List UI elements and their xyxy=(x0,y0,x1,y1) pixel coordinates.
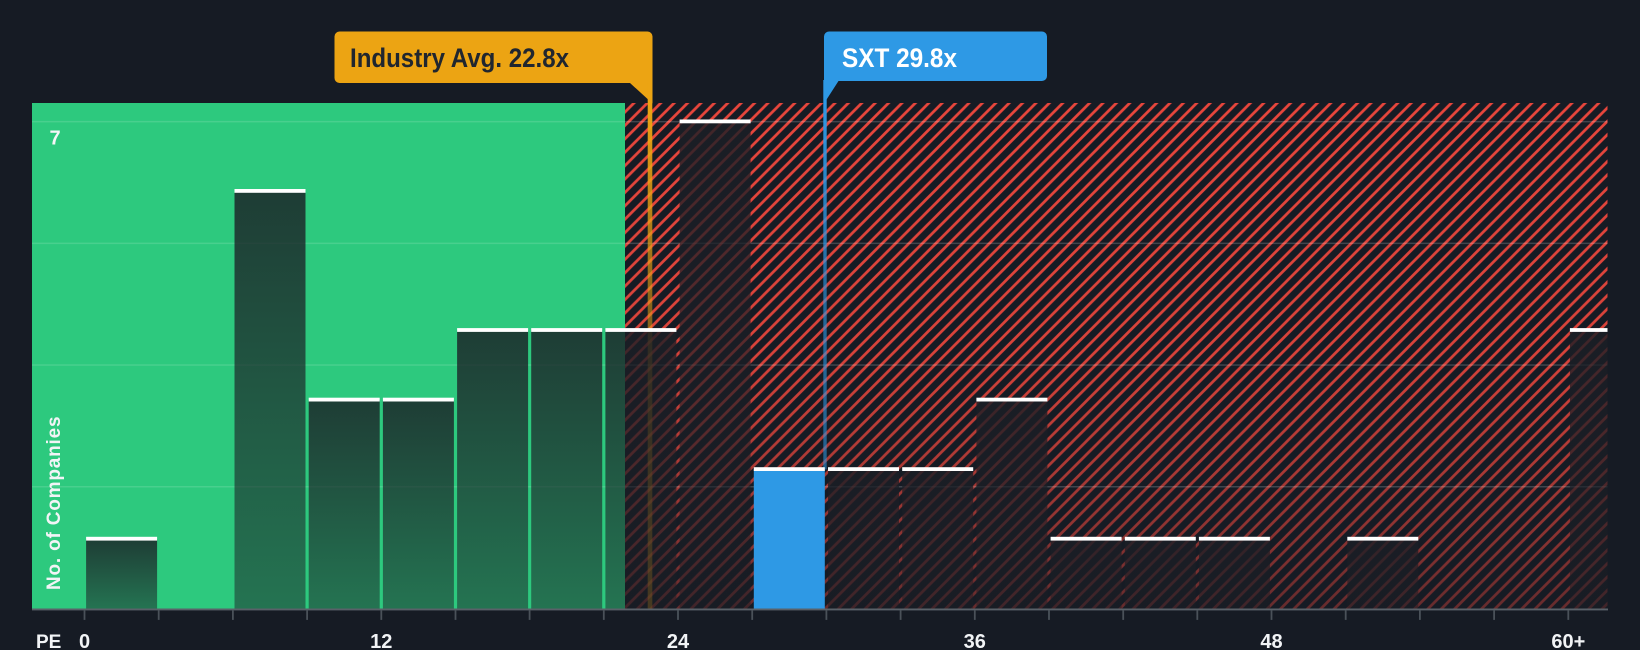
svg-text:PE: PE xyxy=(36,632,61,650)
svg-text:SXT 29.8x: SXT 29.8x xyxy=(842,43,957,73)
svg-text:48: 48 xyxy=(1260,631,1282,650)
svg-text:36: 36 xyxy=(964,631,986,650)
svg-text:0: 0 xyxy=(79,631,90,650)
svg-text:No. of Companies: No. of Companies xyxy=(44,416,65,590)
svg-text:7: 7 xyxy=(50,128,61,150)
svg-text:12: 12 xyxy=(370,631,392,650)
svg-text:24: 24 xyxy=(667,631,690,650)
svg-text:60+: 60+ xyxy=(1551,631,1585,650)
svg-text:Industry Avg. 22.8x: Industry Avg. 22.8x xyxy=(350,43,569,73)
